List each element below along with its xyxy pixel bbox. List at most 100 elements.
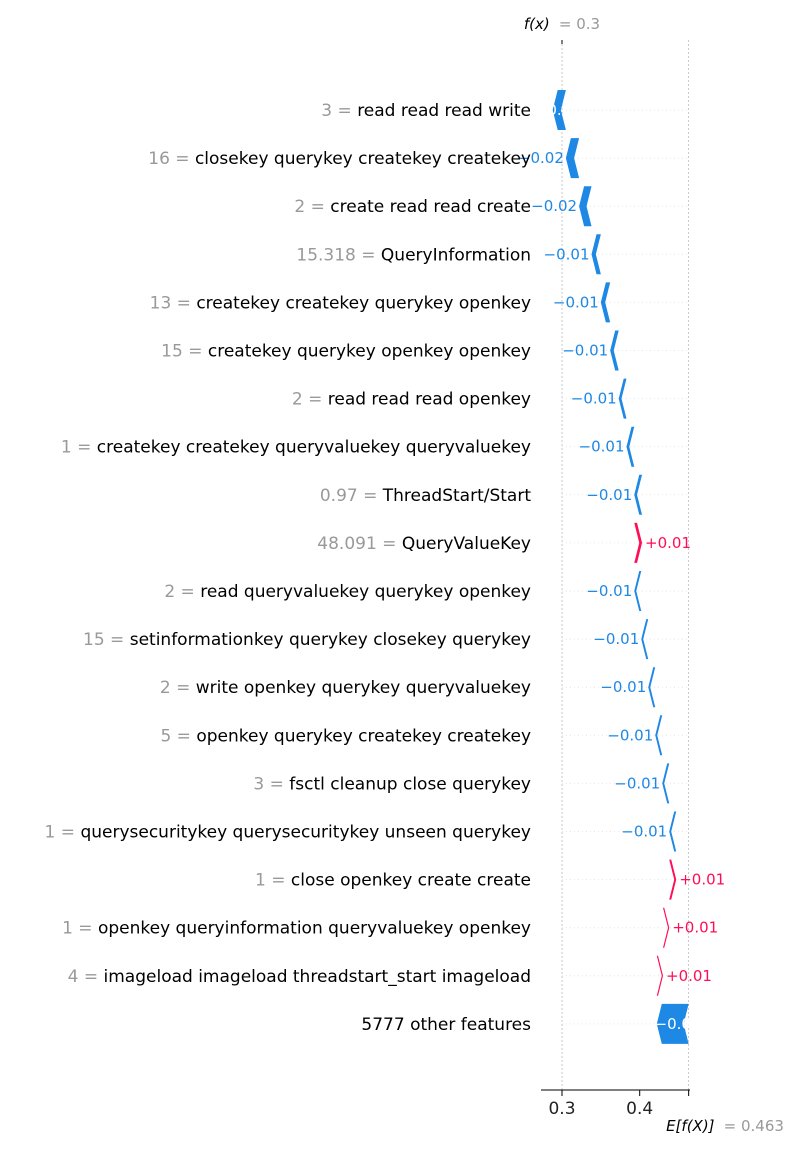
feature-value: 3 <box>253 774 264 794</box>
fx-label: f(x) <box>524 15 550 33</box>
feature-name: read queryvaluekey querykey openkey <box>200 582 531 602</box>
feature-bar <box>656 1003 689 1044</box>
equals-sign: = <box>264 774 289 794</box>
feature-bar <box>662 763 670 804</box>
feature-label: 2 = read queryvaluekey querykey openkey <box>164 582 531 602</box>
equals-sign: = <box>171 293 196 313</box>
feature-label: 1 = close openkey create create <box>255 871 531 891</box>
feature-value: 5 <box>160 726 171 746</box>
shap-value-label: −0.01 <box>579 438 625 456</box>
shap-value-label: +0.01 <box>645 534 691 552</box>
feature-value: 15.318 <box>296 245 355 265</box>
x-axis-ticks: 0.3 0.4 <box>548 40 690 1119</box>
feature-name: read read read openkey <box>328 390 531 410</box>
feature-value: 0.97 <box>320 486 358 506</box>
feature-label: 1 = querysecuritykey querysecuritykey un… <box>45 823 531 843</box>
feature-value: 2 <box>160 678 171 698</box>
expected-value-label: E[f(X)] <box>666 1117 715 1135</box>
equals-sign: = <box>266 871 291 891</box>
shap-value-label: −0.01 <box>621 823 667 841</box>
shap-value-label: +0.01 <box>672 919 718 937</box>
feature-bar <box>618 378 627 419</box>
feature-value: 1 <box>255 871 266 891</box>
output-value-header: f(x) = 0.3 <box>524 14 600 33</box>
equals-sign: = <box>356 245 381 265</box>
feature-bar <box>669 859 677 900</box>
feature-value: 15 <box>83 630 105 650</box>
feature-label: 4 = imageload imageload threadstart_star… <box>68 967 531 987</box>
feature-label: 1 = createkey createkey queryvaluekey qu… <box>61 438 531 458</box>
feature-name: 5777 other features <box>361 1015 531 1035</box>
feature-name: setinformationkey querykey closekey quer… <box>130 630 531 650</box>
base-value-header: E[f(X)] = 0.463 <box>666 1116 784 1135</box>
equals-sign: = <box>72 438 97 458</box>
equals-sign: = <box>55 823 80 843</box>
shap-value-labels: 0.0 −0.02 −0.02 −0.01 −0.01 −0.01 −0.01 −0.01 −0… <box>518 101 725 1033</box>
feature-value: 16 <box>148 149 170 169</box>
feature-bar <box>579 186 592 227</box>
feature-value: 13 <box>150 293 172 313</box>
shap-value-label: −0.01 <box>586 486 632 504</box>
feature-bar <box>669 811 677 852</box>
feature-name: querysecuritykey querysecuritykey unseen… <box>80 823 531 843</box>
feature-label: 3 = read read read write <box>321 101 531 121</box>
feature-bar <box>552 90 566 130</box>
feature-value: 2 <box>164 582 175 602</box>
feature-value: 2 <box>294 197 305 217</box>
feature-bar <box>610 330 619 371</box>
feature-bar <box>634 522 643 563</box>
row-guides <box>562 109 690 1025</box>
shap-value-label: −0.01 <box>553 293 599 311</box>
feature-name: close openkey create create <box>291 871 531 891</box>
shap-value-label: −0.01 <box>593 630 639 648</box>
shap-value-label: +0.01 <box>666 967 712 985</box>
feature-label: 48.091 = QueryValueKey <box>317 534 531 554</box>
feature-bar <box>600 282 611 323</box>
feature-name: fsctl cleanup close querykey <box>289 774 531 794</box>
feature-value: 1 <box>45 823 56 843</box>
equals-sign: = <box>358 486 383 506</box>
feature-label: 3 = fsctl cleanup close querykey <box>253 774 531 794</box>
feature-name: openkey querykey createkey createkey <box>196 726 531 746</box>
equals-sign: = <box>171 678 196 698</box>
feature-labels: 3 = read read read write 16 = closekey qu… <box>45 101 532 1035</box>
feature-bar <box>634 571 642 611</box>
equals-sign: = <box>377 534 402 554</box>
feature-name: createkey createkey querykey openkey <box>196 293 531 313</box>
feature-bars <box>552 90 689 1044</box>
shap-value-label: 0.0 <box>547 101 571 119</box>
x-tick-label: 0.4 <box>626 1099 653 1119</box>
shap-value-label: −0.01 <box>600 678 646 696</box>
equals-sign: = <box>303 390 328 410</box>
feature-value: 2 <box>292 390 303 410</box>
shap-value-label: −0.01 <box>586 582 632 600</box>
shap-value-label: −0.01 <box>614 774 660 792</box>
feature-bar <box>565 138 580 179</box>
feature-value: 1 <box>61 438 72 458</box>
feature-value: 48.091 <box>317 534 376 554</box>
feature-value: 15 <box>161 342 183 362</box>
feature-name: createkey createkey queryvaluekey queryv… <box>97 438 531 458</box>
equals-sign: = <box>78 967 103 987</box>
feature-label: 2 = read read read openkey <box>292 390 531 410</box>
x-tick-label: 0.3 <box>548 1099 575 1119</box>
shap-value-label: −0.01 <box>562 342 608 360</box>
feature-bar <box>591 234 601 275</box>
feature-value: 3 <box>321 101 332 121</box>
equals-sign: = <box>183 342 208 362</box>
feature-label: 2 = create read read create <box>294 197 531 217</box>
fx-value: = 0.3 <box>559 15 600 33</box>
feature-label: 2 = write openkey querykey queryvaluekey <box>160 678 531 698</box>
expected-value: = 0.463 <box>724 1117 784 1135</box>
shap-value-label: −0.01 <box>607 726 653 744</box>
feature-label: 15 = setinformationkey querykey closekey… <box>83 630 531 650</box>
shap-value-label: −0.02 <box>518 149 564 167</box>
feature-bar <box>663 907 670 948</box>
feature-label: 5777 other features <box>361 1015 531 1035</box>
feature-label: 16 = closekey querykey createkey createk… <box>148 149 531 169</box>
feature-label: 0.97 = ThreadStart/Start <box>320 486 531 506</box>
feature-label: 5 = openkey querykey createkey createkey <box>160 726 531 746</box>
shap-value-label: −0.01 <box>571 390 617 408</box>
feature-name: closekey querykey createkey createkey <box>195 149 531 169</box>
